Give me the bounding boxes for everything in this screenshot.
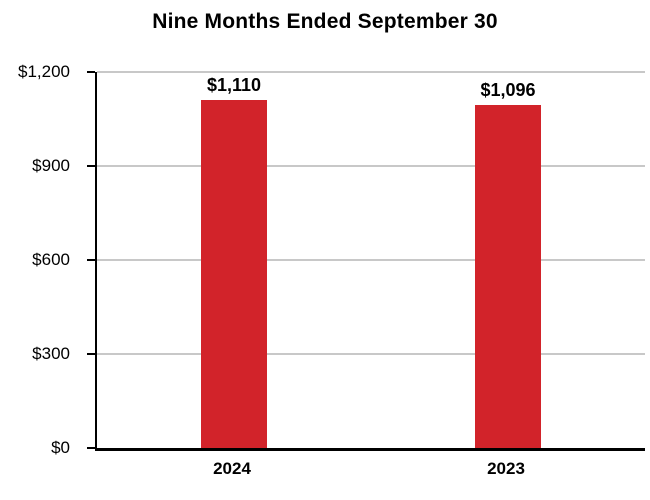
bar-value-label: $1,096: [480, 79, 536, 100]
gridline: [97, 71, 645, 73]
bar-group-2024: $1,110: [97, 72, 371, 448]
y-tick-label: $0: [51, 438, 70, 457]
gridline: [97, 353, 645, 355]
x-category-label: 2024: [213, 459, 251, 478]
bars-container: $1,110 $1,096: [97, 72, 645, 448]
plot-area: $1,110 $1,096: [87, 71, 645, 451]
y-axis-tick: [87, 259, 95, 261]
x-category-label: 2023: [487, 459, 525, 478]
gridline: [97, 165, 645, 167]
bar-2023: [475, 104, 541, 448]
y-tick-label: $600: [32, 250, 70, 269]
bar-group-2023: $1,096: [371, 72, 645, 448]
bar-value-label: $1,110: [206, 75, 262, 96]
chart-title: Nine Months Ended September 30: [152, 10, 498, 33]
y-axis-tick: [87, 353, 95, 355]
x-axis-labels: 2024 2023: [95, 459, 643, 479]
bar-2024: [201, 100, 267, 448]
y-axis-tick: [87, 447, 95, 449]
y-axis-tick: [87, 165, 95, 167]
y-tick-label: $900: [32, 156, 70, 175]
y-tick-label: $1,200: [18, 62, 70, 81]
y-tick-label: $300: [32, 344, 70, 363]
gridline: [97, 259, 645, 261]
y-axis-tick: [87, 71, 95, 73]
y-axis-labels: $1,200 $900 $600 $300 $0: [0, 62, 78, 457]
